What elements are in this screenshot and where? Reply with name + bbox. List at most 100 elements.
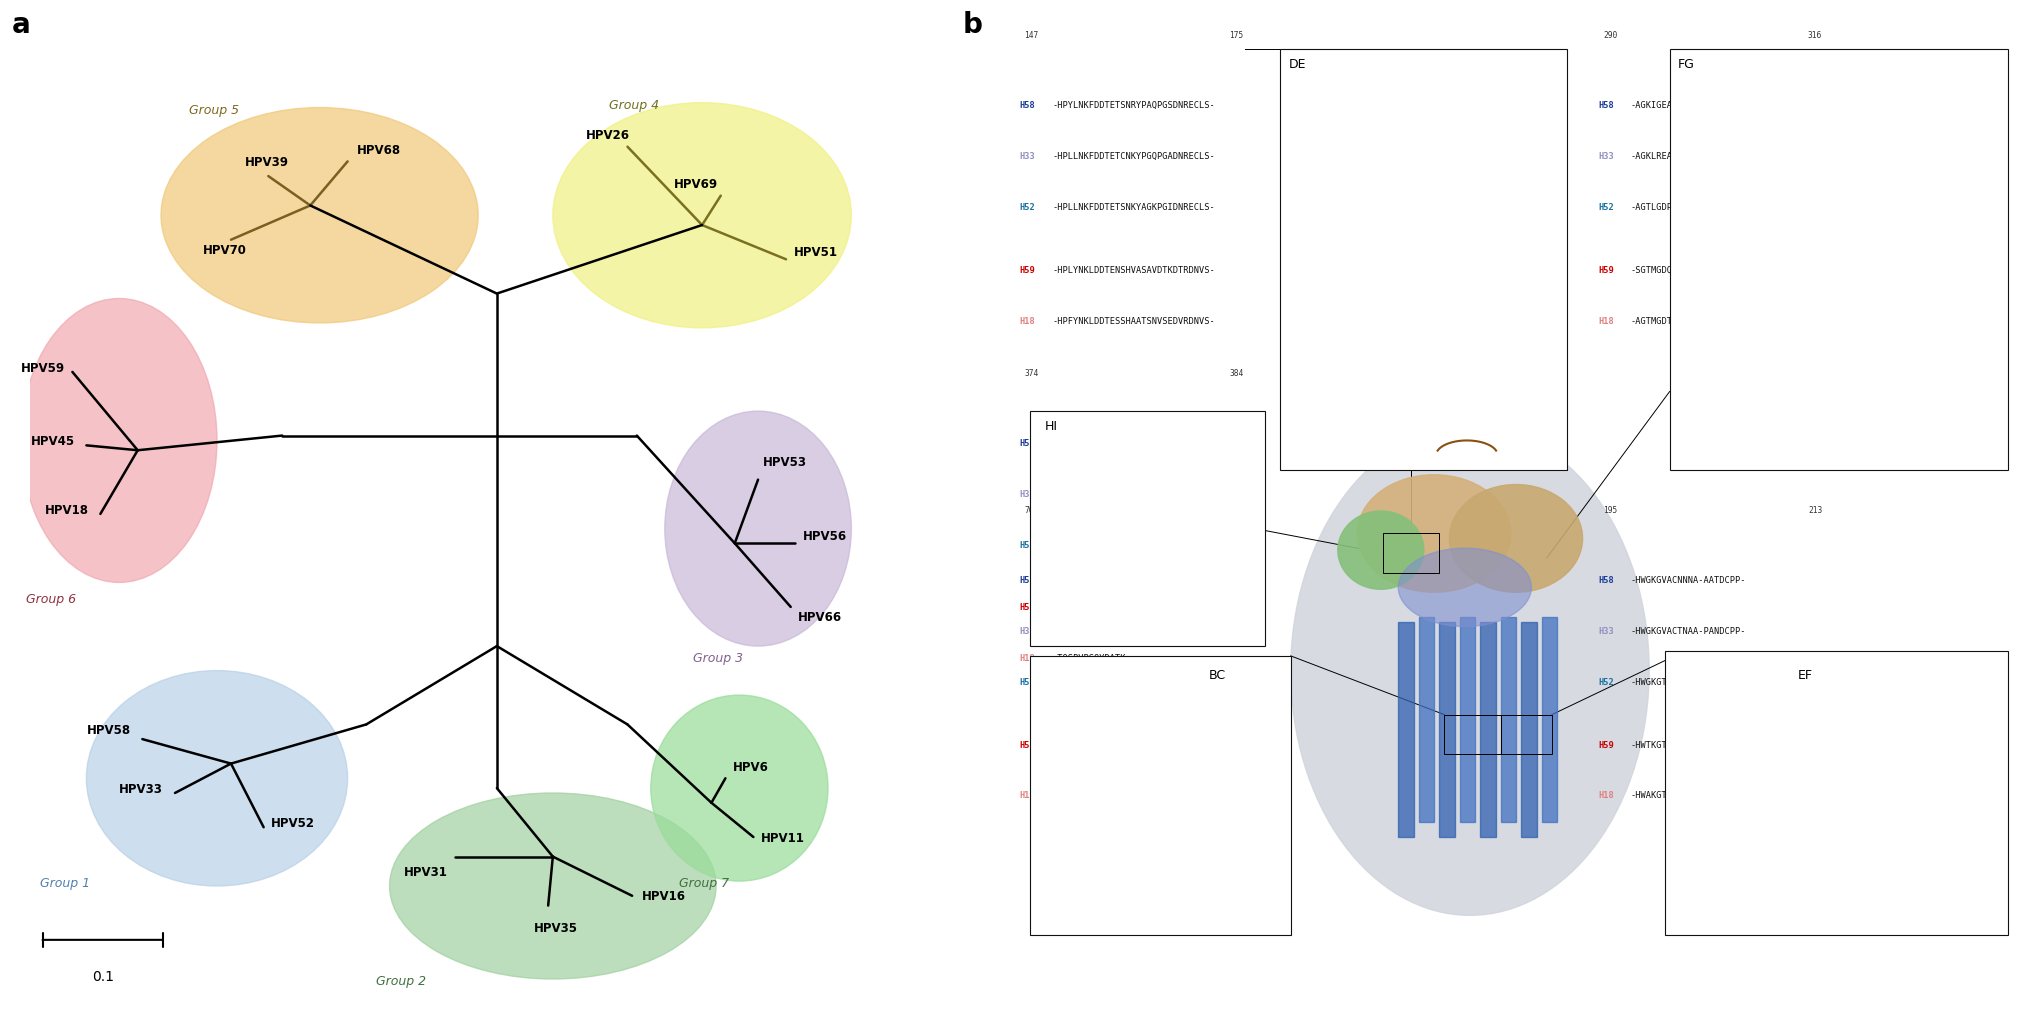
Text: H52: H52: [1020, 540, 1034, 549]
Text: b: b: [963, 10, 984, 39]
Text: HPV6: HPV6: [732, 760, 769, 773]
Text: H18: H18: [1020, 316, 1034, 325]
Ellipse shape: [1290, 426, 1649, 915]
Text: Group 6: Group 6: [26, 593, 75, 605]
Bar: [1420, 618, 1434, 822]
Bar: [1501, 618, 1517, 822]
Text: H58: H58: [1598, 576, 1614, 585]
Text: HPV66: HPV66: [799, 610, 842, 624]
Bar: [1541, 618, 1558, 822]
Text: 213: 213: [1807, 505, 1823, 515]
Text: 76: 76: [1024, 505, 1034, 515]
Text: H52: H52: [1020, 678, 1034, 686]
Text: 0.1: 0.1: [91, 969, 114, 983]
Text: HPV39: HPV39: [245, 156, 288, 169]
Text: HPV18: HPV18: [45, 503, 89, 516]
Text: 90°: 90°: [1503, 450, 1521, 461]
Text: Group 7: Group 7: [679, 876, 728, 890]
Text: -AGTMGDTVPQSLYIKGTGMR--ASPGSCV-: -AGTMGDTVPQSLYIKGTGMR--ASPGSCV-: [1631, 316, 1793, 325]
Text: HPV11: HPV11: [760, 830, 805, 844]
Text: -HPLLNKFDDTETCNKYPGQPGADNRECLS-: -HPLLNKFDDTETCNKYPGQPGADNRECLS-: [1053, 152, 1215, 161]
Bar: [1383, 534, 1440, 573]
Text: -HPLLNKFDDTETSNKYAGKPGIDNRECLS-: -HPLLNKFDDTETSNKYAGKPGIDNRECLS-: [1053, 203, 1215, 212]
Bar: [1501, 715, 1551, 754]
Text: -AGKIGEAVPDDLYIKGS--GNTAVIQSSA-: -AGKIGEAVPDDLYIKGS--GNTAVIQSSA-: [1631, 101, 1793, 110]
Text: -FRVPAG--GGNKQDIPKVS-: -FRVPAG--GGNKQDIPKVS-: [1053, 791, 1162, 800]
Bar: [1669, 50, 2008, 471]
Text: DE: DE: [1288, 57, 1306, 70]
Text: -FSIKNP--TNAKKLLVPKVS-: -FSIKNP--TNAKKLLVPKVS-: [1053, 627, 1168, 635]
Text: -HPLYNKLDDTENSHVASAVDTKDTRDNVS-: -HPLYNKLDDTENSHVASAVDTKDTRDNVS-: [1053, 265, 1215, 274]
Text: HPV58: HPV58: [87, 723, 130, 736]
Text: H59: H59: [1598, 265, 1614, 274]
Bar: [1030, 412, 1265, 646]
Text: 316: 316: [1807, 31, 1823, 40]
Text: H52: H52: [1020, 203, 1034, 212]
Text: H58: H58: [1020, 576, 1034, 585]
Text: -VTS--DSTYKNEN-: -VTS--DSTYKNEN-: [1053, 489, 1132, 498]
Text: H33: H33: [1020, 489, 1034, 498]
Text: HPV52: HPV52: [272, 816, 314, 829]
Bar: [1460, 618, 1474, 822]
Ellipse shape: [20, 300, 217, 583]
Text: -FKVPKG--GNGRQDVPKVS-: -FKVPKG--GNGRQDVPKVS-: [1053, 740, 1162, 749]
Ellipse shape: [1397, 548, 1531, 627]
Text: -HWGKGVACTNAA-PANDCPP-: -HWGKGVACTNAA-PANDCPP-: [1631, 627, 1746, 635]
Text: HPV59: HPV59: [20, 361, 65, 374]
Text: HPV16: HPV16: [641, 890, 685, 903]
Text: -VKK--ESTYKNEN-: -VKK--ESTYKNEN-: [1053, 540, 1132, 549]
Text: 195: 195: [1602, 505, 1618, 515]
Text: FG: FG: [1677, 57, 1695, 70]
Text: H59: H59: [1020, 265, 1034, 274]
Text: HPV31: HPV31: [404, 865, 448, 878]
Text: -TTSSIPNVYTPTS-: -TTSSIPNVYTPTS-: [1053, 603, 1132, 611]
Text: -FSIKSP--NNNKKVLVPKVS-: -FSIKSP--NNNKKVLVPKVS-: [1053, 576, 1168, 585]
Text: Group 4: Group 4: [608, 99, 659, 112]
Text: -HPFYNKLDDTESSHAATSNVSEDVRDNVS-: -HPFYNKLDDTESSHAATSNVSEDVRDNVS-: [1053, 316, 1215, 325]
Text: -HPYLNKFDDTETSNRYPAQPGSDNRECLS-: -HPYLNKFDDTETSNRYPAQPGSDNRECLS-: [1053, 101, 1215, 110]
Text: Group 3: Group 3: [694, 651, 742, 664]
Text: HPV35: HPV35: [533, 921, 578, 933]
Text: H33: H33: [1020, 627, 1034, 635]
Text: Group 2: Group 2: [375, 974, 426, 987]
Text: HPV53: HPV53: [763, 457, 807, 469]
Text: H52: H52: [1598, 203, 1614, 212]
Text: a: a: [12, 10, 30, 39]
Text: BC: BC: [1209, 668, 1225, 681]
Text: H58: H58: [1020, 101, 1034, 110]
Ellipse shape: [1357, 475, 1511, 593]
Bar: [1480, 622, 1495, 838]
Bar: [1030, 656, 1290, 935]
Ellipse shape: [554, 104, 852, 328]
Text: -SGTMGDQLPESLYIKGTDIR--ANPGSYL-: -SGTMGDQLPESLYIKGTDIR--ANPGSYL-: [1631, 265, 1793, 274]
Text: HPV45: HPV45: [30, 434, 75, 447]
Ellipse shape: [665, 412, 852, 646]
Text: HPV69: HPV69: [673, 178, 718, 192]
Bar: [1521, 622, 1537, 838]
Text: H18: H18: [1020, 654, 1034, 662]
Text: 175: 175: [1229, 31, 1243, 40]
Text: HPV33: HPV33: [120, 782, 162, 795]
Text: -HWGKGTPCNNNSGNPGDCPP-: -HWGKGTPCNNNSGNPGDCPP-: [1631, 678, 1746, 686]
Text: HPV51: HPV51: [793, 246, 838, 259]
Text: Group 1: Group 1: [41, 876, 89, 890]
Ellipse shape: [1450, 485, 1582, 593]
Ellipse shape: [87, 671, 347, 887]
Text: -HWAKGTASKSRPLSQGDCPP-: -HWAKGTASKSRPLSQGDCPP-: [1631, 791, 1746, 800]
Bar: [1665, 651, 2008, 935]
Text: HPV70: HPV70: [203, 244, 247, 257]
Text: H18: H18: [1020, 791, 1034, 800]
Text: H33: H33: [1598, 627, 1614, 635]
Text: H33: H33: [1598, 152, 1614, 161]
Text: -TQSPVPGQYDATK-: -TQSPVPGQYDATK-: [1053, 654, 1132, 662]
Text: 147: 147: [1024, 31, 1038, 40]
Text: H58: H58: [1020, 438, 1034, 447]
Bar: [1444, 715, 1501, 754]
Text: HPV56: HPV56: [803, 530, 848, 542]
Text: H18: H18: [1598, 791, 1614, 800]
Text: -AGTLGDPVPGDLYIQGSNSGNTATVQSSA-: -AGTLGDPVPGDLYIQGSNSGNTATVQSSA-: [1631, 203, 1793, 212]
Text: 93: 93: [1229, 505, 1239, 515]
Text: -HWTKGTACKPTTVVQGDCPP-: -HWTKGTACKPTTVVQGDCPP-: [1631, 740, 1746, 749]
Text: H59: H59: [1598, 740, 1614, 749]
Text: H58: H58: [1598, 101, 1614, 110]
